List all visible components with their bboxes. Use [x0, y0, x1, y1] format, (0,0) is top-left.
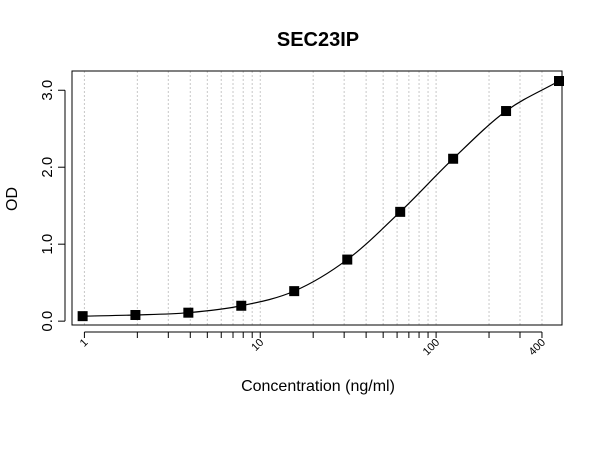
y-tick-label: 2.0	[39, 157, 56, 178]
x-tick-label: 1	[78, 337, 91, 350]
data-point	[183, 307, 194, 318]
chart-title: SEC23IP	[277, 29, 359, 51]
data-point	[289, 286, 300, 297]
y-tick-label: 1.0	[39, 234, 56, 255]
data-point	[130, 309, 141, 320]
data-point	[554, 76, 565, 87]
y-axis: 0.0 1.0 2.0 3.0	[39, 80, 66, 332]
data-point	[448, 153, 459, 164]
y-axis-title: OD	[4, 187, 21, 211]
x-axis-title: Concentration (ng/ml)	[241, 378, 395, 395]
x-tick-label: 400	[527, 337, 548, 358]
data-points	[77, 76, 565, 322]
data-point	[236, 300, 247, 311]
plot-frame	[71, 70, 563, 326]
data-point	[395, 206, 406, 217]
data-point	[501, 106, 512, 117]
y-tick-label: 0.0	[39, 311, 56, 332]
x-tick-label: 100	[421, 337, 442, 358]
x-gridlines	[83, 71, 543, 325]
fitted-curve	[82, 80, 560, 317]
data-point	[342, 254, 353, 265]
data-point	[77, 311, 88, 322]
y-tick-label: 3.0	[39, 80, 56, 101]
x-tick-label: 10	[249, 337, 266, 354]
x-axis: 1 10 100 400	[78, 331, 548, 358]
